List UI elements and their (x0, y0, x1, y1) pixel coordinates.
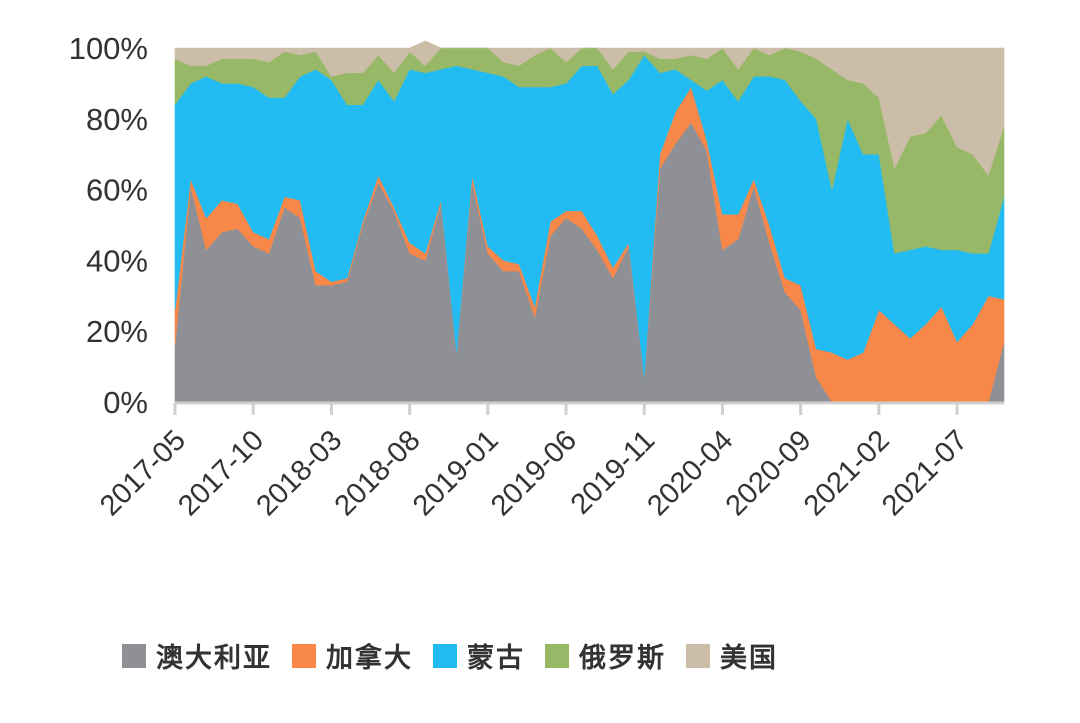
y-tick-label: 60% (86, 173, 148, 208)
legend-label: 俄罗斯 (579, 643, 666, 674)
x-tick-label: 2020-09 (720, 424, 818, 522)
x-tick-label: 2017-05 (94, 424, 192, 522)
x-tick-label: 2019-11 (565, 424, 661, 520)
x-tick-label: 2021-02 (798, 424, 896, 522)
x-tick-label: 2021-07 (876, 424, 974, 522)
legend-label: 加拿大 (326, 643, 413, 674)
legend: 澳大利亚 加拿大 蒙古 俄罗斯 美国 (122, 636, 798, 675)
y-tick-label: 80% (86, 102, 148, 137)
y-tick-label: 0% (103, 385, 148, 420)
y-tick-label: 100% (69, 31, 148, 66)
y-tick-label: 20% (86, 314, 148, 349)
x-tick-label: 2018-03 (250, 424, 348, 522)
legend-item: 俄罗斯 (545, 636, 666, 675)
stacked-area-chart: 0% 20% 40% 60% 80% 100% 2017-052017-102018-03… (69, 31, 1005, 522)
x-tick-label: 2019-01 (407, 424, 505, 522)
legend-label: 美国 (720, 643, 778, 674)
legend-label: 蒙古 (467, 643, 525, 674)
x-axis-ticks: 2017-052017-102018-032018-082019-012019-… (94, 403, 974, 522)
legend-swatch (686, 643, 710, 668)
x-tick-label: 2017-10 (172, 424, 270, 522)
legend-item: 澳大利亚 (122, 636, 272, 675)
legend-item: 蒙古 (433, 636, 525, 675)
legend-swatch (292, 643, 316, 668)
x-tick-label: 2018-08 (329, 424, 427, 522)
legend-item: 加拿大 (292, 636, 413, 675)
y-axis-ticks: 0% 20% 40% 60% 80% 100% (69, 31, 148, 420)
x-tick-label: 2020-04 (642, 424, 740, 522)
legend-label: 澳大利亚 (156, 643, 272, 674)
legend-swatch (433, 643, 457, 668)
x-tick-label: 2019-06 (485, 424, 583, 522)
y-tick-label: 40% (86, 243, 148, 278)
legend-item: 美国 (686, 636, 778, 675)
area-layers (174, 40, 1005, 403)
area-series-4 (174, 40, 1005, 177)
legend-swatch (122, 643, 146, 668)
legend-swatch (545, 643, 569, 668)
